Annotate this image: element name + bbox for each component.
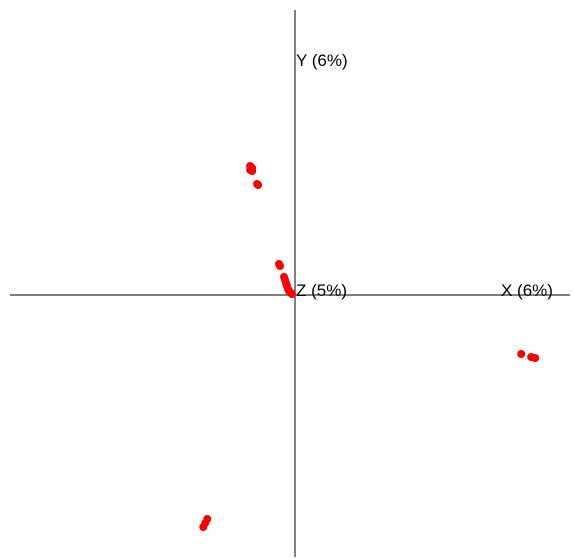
data-point-21 [199, 523, 208, 531]
data-point-18 [531, 354, 540, 362]
x-axis-label: X (6%) [501, 281, 553, 300]
data-point-3 [248, 167, 257, 175]
data-point-7 [276, 262, 285, 270]
z-axis-label: Z (5%) [296, 281, 347, 300]
points-layer [199, 162, 540, 531]
data-point-5 [254, 181, 263, 189]
y-axis-label: Y (6%) [296, 51, 348, 70]
data-point-16 [517, 350, 526, 358]
data-point-15 [287, 290, 296, 298]
